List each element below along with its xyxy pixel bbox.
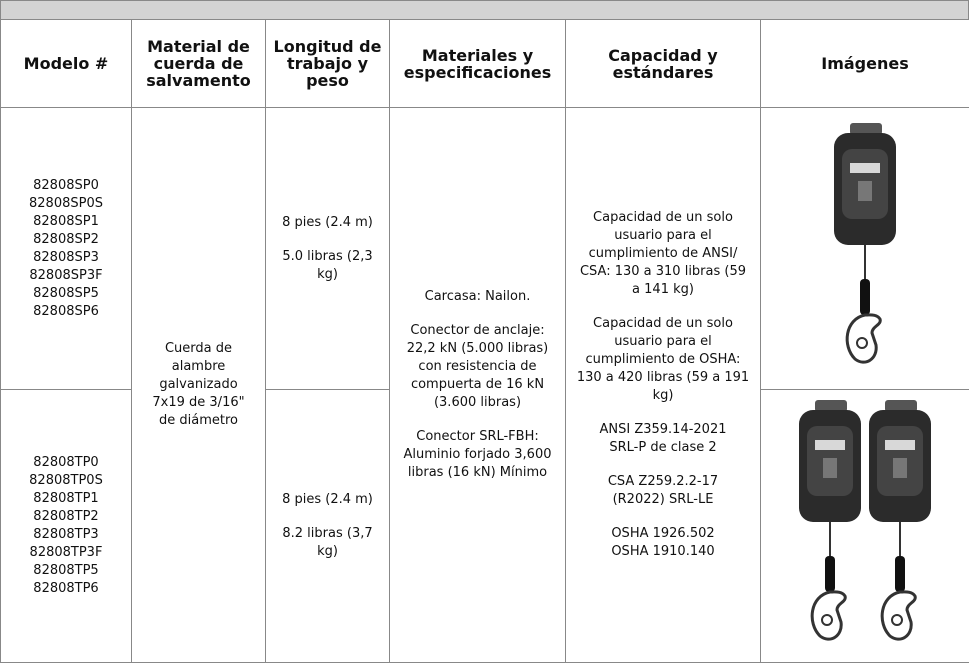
- product-image: [799, 400, 931, 641]
- paragraph: Conector de anclaje: 22,2 kN (5.000 libr…: [394, 322, 561, 412]
- text-line: 8 pies (2.4 m): [282, 492, 373, 507]
- text-line: Carcasa: Nailon.: [424, 289, 531, 304]
- paragraph: 8.2 libras (3,7 kg): [270, 525, 385, 561]
- table-row: 82808TP0 82808TP0S 82808TP1 82808TP2 82808TP…: [0, 389, 969, 663]
- header-cell: Material de cuerda de salvamento: [131, 19, 266, 108]
- model-number: 82808TP2: [33, 509, 99, 524]
- paragraph: Carcasa: Nailon.: [394, 288, 561, 306]
- image-cell: [760, 389, 969, 663]
- text-line: 5.0 libras (2,3 kg): [282, 248, 373, 282]
- paragraph: CSA Z259.2.2-17 (R2022) SRL-LE: [574, 473, 752, 509]
- text-line: Conector SRL-FBH: Aluminio forjado 3,600…: [403, 429, 552, 480]
- text-line: ANSI Z359.14-2021: [599, 422, 727, 437]
- model-number: 82808TP3: [33, 527, 99, 542]
- text-line: CSA Z259.2.2-17: [607, 474, 719, 489]
- model-number: 82808SP0S: [29, 195, 103, 211]
- model-number: 82808TP0S: [29, 473, 103, 488]
- model-number: 82808SP0: [33, 177, 99, 193]
- header-cell: Longitud de trabajo y peso: [265, 19, 390, 108]
- header-row: Modelo # Material de cuerda de salvamento…: [0, 19, 969, 108]
- text-line: Capacidad de un solo usuario para el cum…: [579, 210, 747, 297]
- model-number: 82808SP3: [33, 249, 99, 265]
- text-line: SRL-P de clase 2: [609, 440, 717, 455]
- table-body: 82808SP0 82808SP0S 82808SP1 82808SP2 82808SP…: [0, 107, 969, 663]
- paragraph: Conector SRL-FBH: Aluminio forjado 3,600…: [394, 428, 561, 482]
- model-cell: 82808TP0 82808TP0S 82808TP1 82808TP2 82808TP…: [0, 389, 132, 663]
- text-line: OSHA 1926.502: [611, 526, 715, 541]
- model-number: 82808TP1: [33, 491, 99, 506]
- paragraph: Capacidad de un solo usuario para el cum…: [574, 315, 752, 405]
- image-cell: [760, 107, 969, 390]
- text-line: 8.2 libras (3,7 kg): [282, 526, 373, 559]
- model-number: 82808SP5: [33, 285, 99, 301]
- header-cell: Imágenes: [760, 19, 969, 108]
- table-row: 82808SP0 82808SP0S 82808SP1 82808SP2 82808SP…: [0, 107, 969, 663]
- text-line: 8 pies (2.4 m): [282, 214, 373, 230]
- model-number: 82808SP6: [33, 303, 99, 319]
- text-line: Capacidad de un solo usuario para el cum…: [576, 316, 750, 403]
- model-number: 82808TP5: [33, 563, 99, 578]
- model-number: 82808SP3F: [29, 267, 103, 283]
- text-line: (R2022) SRL-LE: [612, 492, 714, 507]
- length-cell: 8 pies (2.4 m) 5.0 libras (2,3 kg): [265, 107, 390, 390]
- header-cell: Materiales y especificaciones: [389, 19, 566, 108]
- text-line: Conector de anclaje: 22,2 kN (5.000 libr…: [406, 323, 549, 410]
- header-cell: Modelo #: [0, 19, 132, 108]
- material-cell: Cuerda de alambre galvanizado 7x19 de 3/…: [131, 107, 266, 663]
- specs-cell: Carcasa: Nailon. Conector de anclaje: 22,…: [389, 107, 566, 663]
- top-bar: [0, 0, 969, 19]
- model-number: 82808TP3F: [29, 545, 103, 560]
- product-table: Modelo # Material de cuerda de salvamento…: [0, 19, 969, 663]
- paragraph: ANSI Z359.14-2021 SRL-P de clase 2: [574, 421, 752, 457]
- header-cell: Capacidad y estándares: [565, 19, 761, 108]
- paragraph: 8 pies (2.4 m): [270, 491, 385, 509]
- paragraph: Capacidad de un solo usuario para el cum…: [574, 209, 752, 299]
- model-number: 82808SP1: [33, 213, 99, 229]
- model-number: 82808TP6: [33, 581, 99, 596]
- text: Cuerda de alambre galvanizado 7x19 de 3/…: [152, 341, 245, 428]
- paragraph: OSHA 1926.502 OSHA 1910.140: [574, 525, 752, 561]
- length-cell: 8 pies (2.4 m) 8.2 libras (3,7 kg): [265, 389, 390, 663]
- model-cell: 82808SP0 82808SP0S 82808SP1 82808SP2 82808SP…: [0, 107, 132, 390]
- product-image: [834, 122, 896, 364]
- model-number: 82808SP2: [33, 231, 99, 247]
- paragraph: 5.0 libras (2,3 kg): [270, 248, 385, 284]
- model-number: 82808TP0: [33, 455, 99, 470]
- text-line: OSHA 1910.140: [611, 544, 715, 559]
- capacity-cell: Capacidad de un solo usuario para el cum…: [565, 107, 761, 663]
- paragraph: 8 pies (2.4 m): [270, 214, 385, 232]
